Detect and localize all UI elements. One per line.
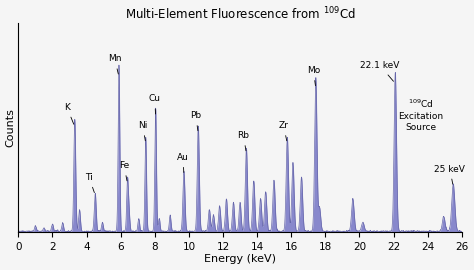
Title: Multi-Element Fluorescence from $^{109}$Cd: Multi-Element Fluorescence from $^{109}$… <box>125 6 356 22</box>
Text: Pb: Pb <box>190 111 201 131</box>
Text: Ti: Ti <box>85 173 94 193</box>
Text: 22.1 keV: 22.1 keV <box>360 61 400 81</box>
Text: Cu: Cu <box>149 94 161 114</box>
X-axis label: Energy (keV): Energy (keV) <box>204 254 276 264</box>
Text: Mo: Mo <box>307 66 320 86</box>
Text: Rb: Rb <box>237 131 249 151</box>
Text: Zr: Zr <box>279 121 289 141</box>
Y-axis label: Counts: Counts <box>6 108 16 147</box>
Text: Fe: Fe <box>119 161 129 181</box>
Text: $^{109}$Cd
Excitation
Source: $^{109}$Cd Excitation Source <box>398 97 444 132</box>
Text: Ni: Ni <box>138 121 147 141</box>
Text: K: K <box>64 103 74 124</box>
Text: Mn: Mn <box>108 54 121 74</box>
Text: 25 keV: 25 keV <box>435 164 465 184</box>
Text: Au: Au <box>177 153 189 173</box>
